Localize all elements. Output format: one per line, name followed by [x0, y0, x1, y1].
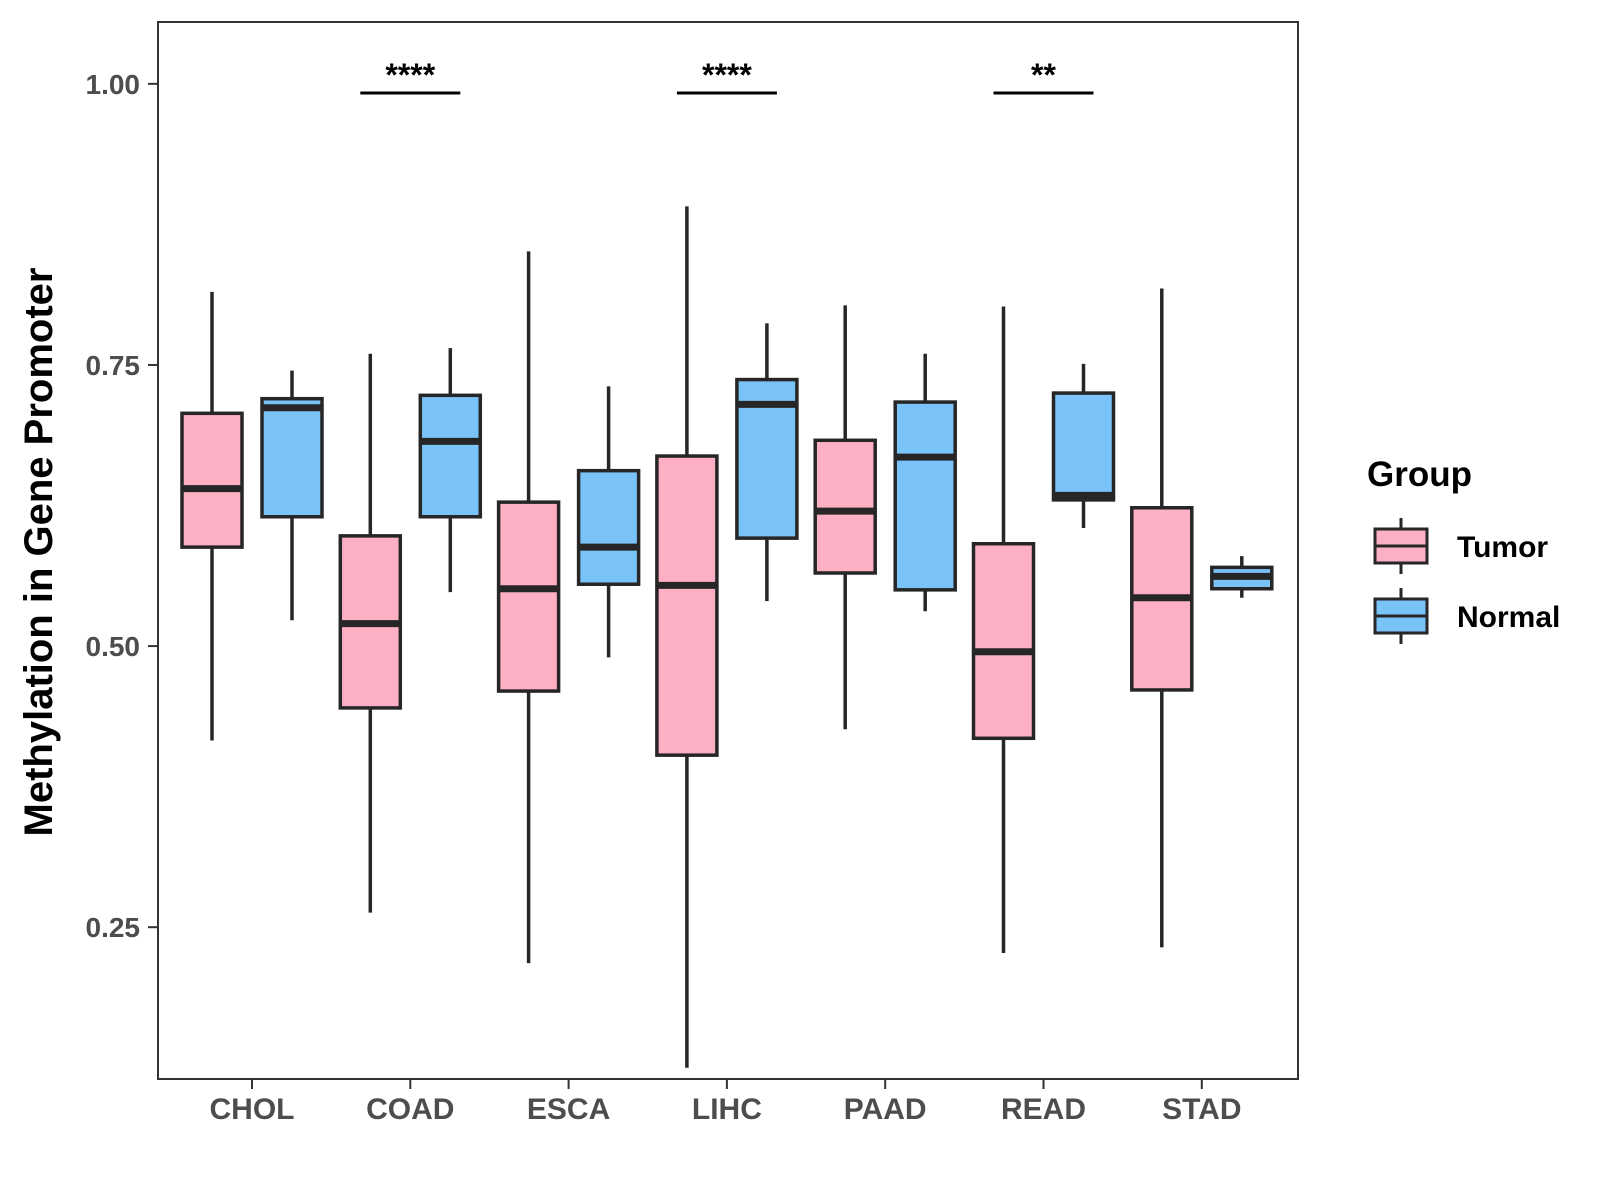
y-axis: 0.25 0.50 0.75 1.00: [86, 69, 158, 943]
box-normal-chol: [260, 370, 324, 621]
significance-coad: ****: [360, 57, 461, 95]
box-body: [1051, 391, 1116, 502]
y-tick-label: 0.75: [86, 350, 141, 381]
y-tick-label: 1.00: [86, 69, 141, 100]
x-tick-label: LIHC: [692, 1093, 762, 1126]
box-tumor-stad: [1130, 288, 1194, 948]
box-normal-read: [1051, 363, 1116, 529]
box-normal-lihc: [735, 323, 799, 602]
x-tick-label: COAD: [366, 1093, 454, 1126]
x-tick-label: READ: [1001, 1093, 1086, 1126]
significance-label: **: [1031, 57, 1056, 93]
legend-entry-tumor: Tumor: [1373, 518, 1548, 574]
box-body: [655, 454, 719, 757]
box-tumor-paad: [813, 305, 877, 730]
box-series: [180, 206, 1274, 1068]
y-axis-title: Methylation in Gene Promoter: [17, 268, 61, 837]
box-body: [813, 438, 877, 575]
box-normal-coad: [418, 348, 483, 593]
box-body: [496, 500, 561, 693]
series-normal: [260, 323, 1274, 658]
box-tumor-read: [971, 306, 1036, 954]
box-tumor-lihc: [655, 206, 719, 1068]
significance-read: **: [993, 57, 1094, 95]
plot-panel: [157, 21, 1299, 1080]
legend-entry-normal: Normal: [1373, 588, 1560, 644]
y-tick-label: 0.25: [86, 912, 141, 943]
significance-lihc: ****: [676, 57, 777, 95]
box-normal-paad: [893, 353, 957, 612]
significance-label: ****: [702, 57, 752, 93]
x-tick-label: CHOL: [210, 1093, 295, 1126]
x-tick-label: PAAD: [844, 1093, 927, 1126]
significance-annotations: **** **** **: [360, 57, 1094, 95]
x-axis: CHOL COAD ESCA LIHC PAAD READ STAD: [210, 1079, 1242, 1126]
legend-label: Tumor: [1457, 531, 1548, 564]
box-body: [893, 400, 957, 592]
box-normal-esca: [576, 386, 641, 658]
box-body: [180, 411, 244, 549]
y-tick-label: 0.50: [86, 631, 141, 662]
box-tumor-esca: [496, 251, 561, 964]
box-normal-stad: [1210, 556, 1274, 598]
x-tick-label: STAD: [1162, 1093, 1241, 1126]
legend: Group Tumor Normal: [1367, 455, 1560, 644]
x-tick-label: ESCA: [527, 1093, 610, 1126]
series-tumor: [180, 206, 1194, 1068]
box-body: [971, 542, 1036, 741]
box-tumor-chol: [180, 291, 244, 741]
legend-title: Group: [1367, 455, 1472, 494]
box-body: [576, 468, 641, 586]
significance-label: ****: [385, 57, 435, 93]
box-tumor-coad: [338, 353, 403, 913]
box-body: [260, 396, 324, 519]
legend-label: Normal: [1457, 601, 1560, 634]
box-body: [418, 393, 483, 519]
